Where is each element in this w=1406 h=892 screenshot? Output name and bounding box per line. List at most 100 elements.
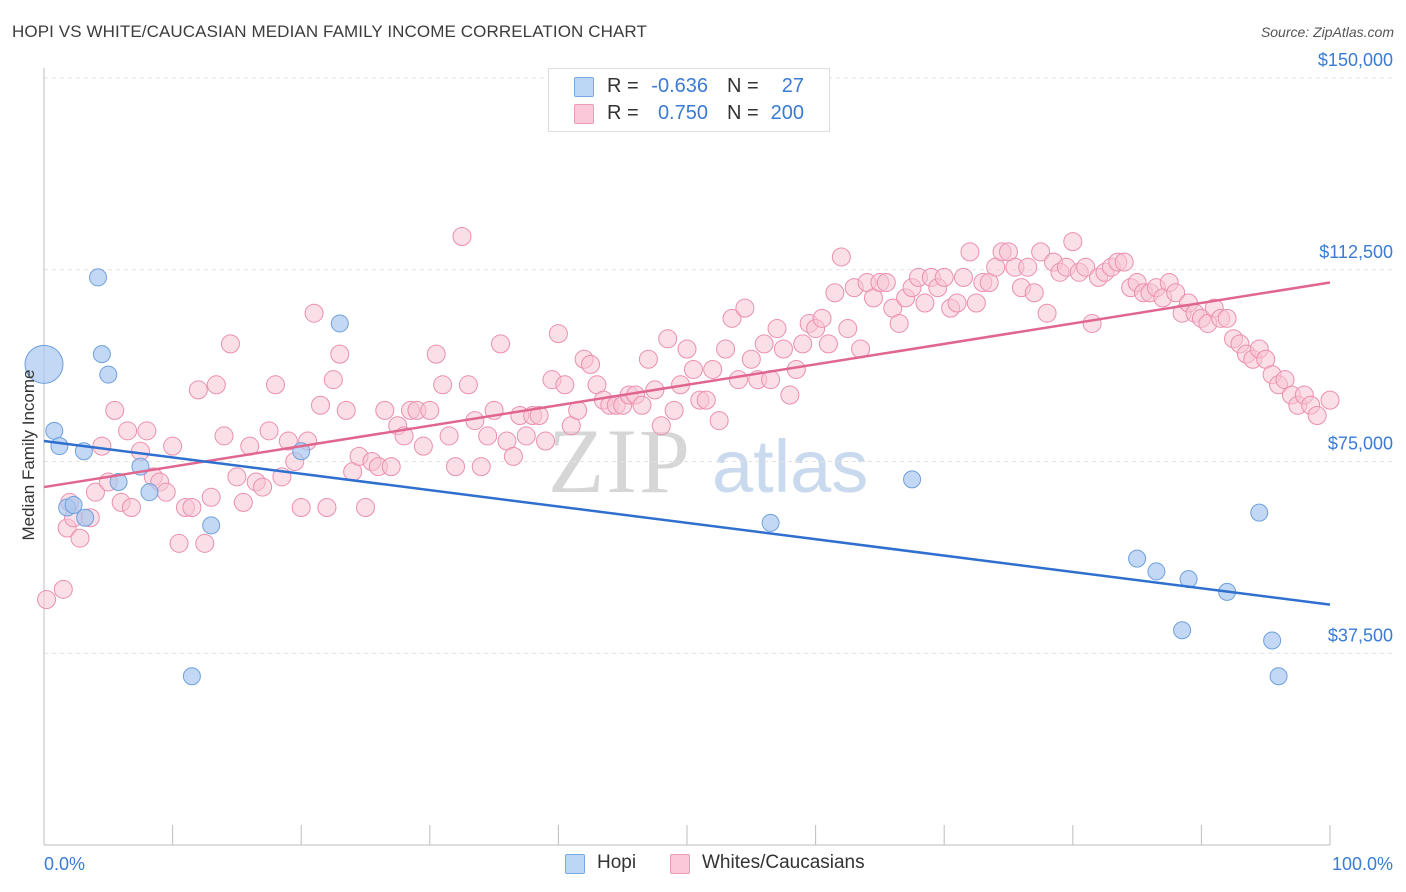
hopi-point bbox=[1147, 562, 1166, 581]
hopi-point bbox=[330, 314, 349, 333]
white-point bbox=[1320, 390, 1340, 410]
white-point bbox=[70, 528, 90, 548]
white-point bbox=[709, 411, 729, 431]
hopi-point bbox=[1263, 631, 1282, 650]
hopi-point bbox=[76, 508, 95, 527]
y-tick-labels: $150,000 $112,500 $75,000 $37,500 0.0% 100.0% bbox=[44, 50, 1393, 874]
hopi-point bbox=[99, 365, 118, 384]
white-point bbox=[156, 482, 176, 502]
hopi-point bbox=[45, 421, 64, 440]
white-point bbox=[1063, 232, 1083, 252]
white-point bbox=[375, 400, 395, 420]
watermark-atlas: atlas bbox=[712, 425, 868, 508]
y-tick-label: $150,000 bbox=[1318, 50, 1393, 70]
white-point bbox=[233, 492, 253, 512]
y-tick-label: $37,500 bbox=[1328, 625, 1393, 645]
white-point bbox=[1217, 308, 1237, 328]
white-point bbox=[446, 457, 466, 477]
legend-n-label: N = bbox=[727, 102, 759, 124]
white-point bbox=[638, 349, 658, 369]
trend-lines bbox=[43, 281, 1331, 606]
legend-n-label: N = bbox=[727, 75, 759, 97]
white-point bbox=[439, 426, 459, 446]
white-point bbox=[188, 380, 208, 400]
white-point bbox=[1114, 252, 1134, 272]
white-point bbox=[317, 498, 337, 518]
white-point bbox=[92, 436, 112, 456]
legend: R = -0.636 N = 27 R = 0.750 N = 200 bbox=[548, 68, 830, 132]
white-point bbox=[330, 344, 350, 364]
hopi-point bbox=[64, 495, 83, 514]
white-point bbox=[934, 267, 954, 287]
white-point bbox=[754, 334, 774, 354]
white-point bbox=[291, 498, 311, 518]
hopi-point bbox=[761, 513, 780, 532]
x-tick-label: 100.0% bbox=[1332, 854, 1393, 874]
white-point bbox=[259, 421, 279, 441]
white-point bbox=[677, 339, 697, 359]
white-point bbox=[735, 298, 755, 318]
white-point bbox=[793, 334, 813, 354]
white-point bbox=[516, 426, 536, 446]
white-point bbox=[53, 579, 73, 599]
white-point bbox=[458, 375, 478, 395]
white-point bbox=[265, 375, 285, 395]
white-point bbox=[433, 375, 453, 395]
white-point bbox=[812, 308, 832, 328]
bottom-legend-swatch-white bbox=[670, 854, 690, 874]
hopi-point bbox=[109, 472, 128, 491]
white-point bbox=[426, 344, 446, 364]
white-point bbox=[227, 467, 247, 487]
bottom-legend-swatch-hopi bbox=[565, 854, 585, 874]
chart-title: HOPI VS WHITE/CAUCASIAN MEDIAN FAMILY IN… bbox=[12, 22, 647, 41]
white-point bbox=[658, 329, 678, 349]
white-point bbox=[548, 324, 568, 344]
white-point bbox=[182, 498, 202, 518]
white-point bbox=[703, 359, 723, 379]
hopi-point bbox=[140, 483, 159, 502]
white-point bbox=[1166, 283, 1186, 303]
hopi-point bbox=[202, 516, 221, 535]
white-point bbox=[195, 533, 215, 553]
white-point bbox=[960, 242, 980, 262]
white-point bbox=[169, 533, 189, 553]
white-points bbox=[37, 227, 1340, 610]
white-point bbox=[1307, 405, 1327, 425]
hopi-point bbox=[89, 268, 108, 287]
legend-n-value: 27 bbox=[781, 75, 804, 97]
legend-row-hopi: R = -0.636 N = 27 bbox=[549, 74, 829, 98]
legend-swatch-white bbox=[574, 104, 594, 124]
legend-r-value: -0.636 bbox=[651, 75, 708, 97]
legend-row-white: R = 0.750 N = 200 bbox=[549, 101, 829, 125]
bottom-legend-label-white: Whites/Caucasians bbox=[702, 852, 865, 873]
axes bbox=[43, 68, 1331, 846]
white-point bbox=[323, 370, 343, 390]
hopi-point bbox=[1250, 503, 1269, 522]
white-point bbox=[121, 498, 141, 518]
y-axis-label: Median Family Income bbox=[19, 369, 38, 541]
white-point bbox=[831, 247, 851, 267]
white-point bbox=[780, 385, 800, 405]
source-label: Source: ZipAtlas.com bbox=[1260, 24, 1394, 40]
hopi-point bbox=[182, 667, 201, 686]
white-point bbox=[206, 375, 226, 395]
legend-n-value: 200 bbox=[770, 102, 804, 124]
white-point bbox=[356, 498, 375, 518]
hopi-point bbox=[24, 344, 64, 384]
white-point bbox=[1037, 303, 1057, 323]
white-point bbox=[381, 457, 401, 477]
white-point bbox=[818, 334, 838, 354]
white-point bbox=[1031, 242, 1051, 262]
white-point bbox=[304, 303, 324, 323]
white-point bbox=[118, 421, 138, 441]
white-point bbox=[471, 457, 491, 477]
white-point bbox=[413, 436, 433, 456]
white-point bbox=[953, 267, 973, 287]
white-point bbox=[632, 395, 652, 415]
hopi-trend-line bbox=[43, 439, 1331, 606]
white-point bbox=[773, 339, 793, 359]
white-point bbox=[201, 487, 221, 507]
y-tick-label: $75,000 bbox=[1328, 434, 1393, 454]
white-point bbox=[889, 313, 909, 333]
white-point bbox=[137, 421, 157, 441]
